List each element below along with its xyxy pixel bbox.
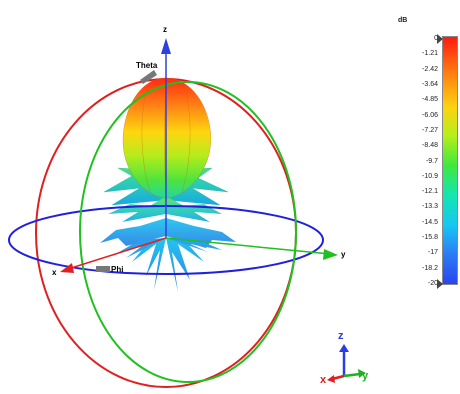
triad-x-label: x [320,374,327,386]
phi-indicator-icon [96,266,110,272]
x-axis-label: x [52,268,57,277]
colorbar-tick-label: -8.48 [422,142,438,150]
colorbar-title: dB [398,17,408,24]
x-axis-arrow [60,263,74,273]
colorbar-tick-label: -12.1 [422,188,438,196]
colorbar-tick-label: -6.06 [422,111,438,119]
colorbar-tick-label: -10.9 [422,172,438,180]
z-axis-arrow [161,38,171,54]
colorbar-tick-label: -20 [427,280,438,287]
colorbar-tick-label: -18.2 [422,264,438,272]
y-axis-label: y [341,250,346,259]
colorbar-tick-label: -7.27 [422,126,438,134]
colorbar-tick-label: -14.5 [422,218,438,226]
colorbar-tick-label: -9.7 [425,157,438,165]
colorbar-tick-label: 0 [434,35,438,42]
triad-z-label: z [338,330,344,342]
theta-ring-green [79,81,297,383]
colorbar-tick-label: -2.42 [422,65,438,73]
colorbar-bottom-marker[interactable] [437,279,443,289]
colorbar-ticks: 0 -1.21 -2.42 -3.64 -4.85 -6.06 -7.27 -8.48 -9.7… [392,0,438,389]
z-axis-label: z [163,25,167,34]
colorbar-tick-label: -1.21 [422,50,438,58]
theta-indicator-icon [140,70,157,84]
colorbar-tick-label: -15.8 [422,234,438,242]
colorbar-tick-label: -17 [427,249,438,257]
y-axis [165,237,331,255]
triad-graphic [327,344,366,383]
colorbar-top-marker[interactable] [437,34,443,44]
colorbar-tick-label: -13.3 [422,203,438,211]
triad-y-label: y [362,370,369,382]
theta-label: Theta [136,61,158,70]
phi-label: Phi [111,265,124,274]
colorbar [442,36,458,285]
colorbar-tick-label: -3.64 [422,80,438,88]
colorbar-tick-label: -4.85 [422,96,438,104]
x-axis [67,237,167,270]
orientation-triad[interactable]: z y x [320,330,372,388]
y-axis-arrow [323,249,338,260]
